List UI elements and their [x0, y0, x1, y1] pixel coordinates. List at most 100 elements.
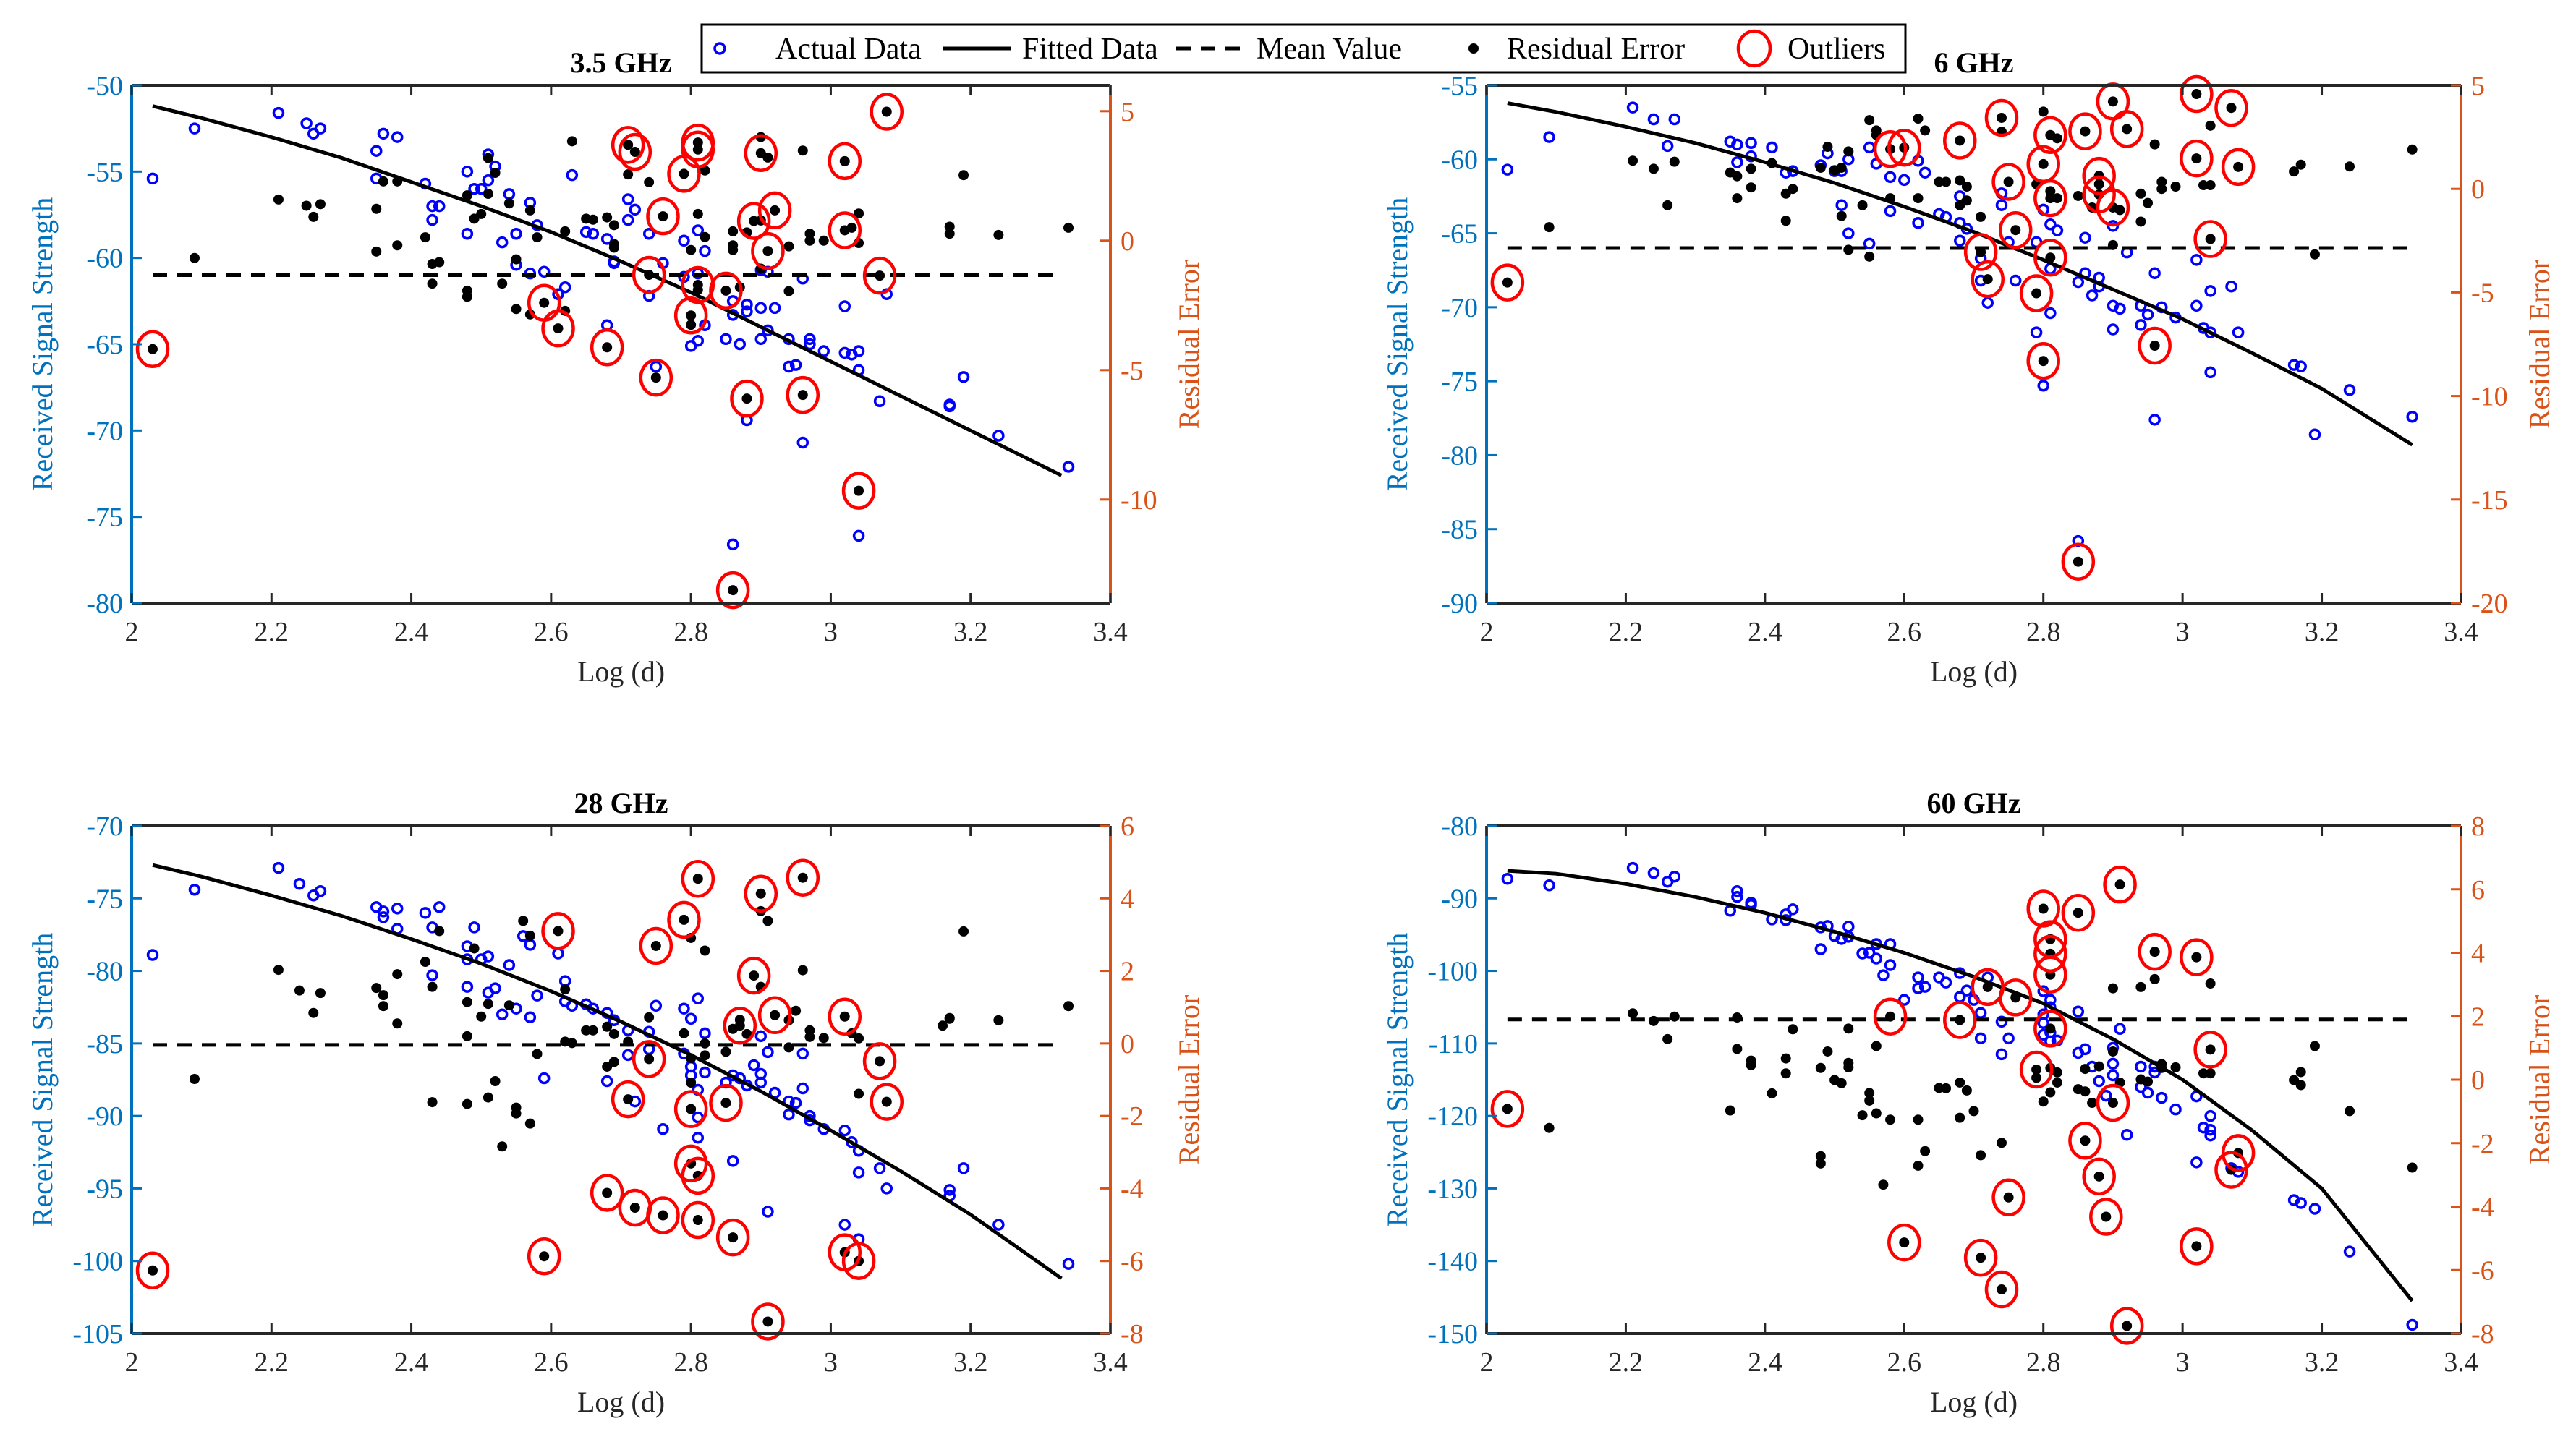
residual-point	[434, 926, 445, 937]
left-y-tick-label: -75	[86, 503, 123, 533]
outlier-marker	[2221, 148, 2256, 187]
actual-data-point	[726, 1155, 739, 1167]
residual-point	[728, 226, 739, 236]
residual-point	[524, 930, 535, 941]
x-tick-label: 2	[125, 1347, 139, 1378]
residual-point	[1836, 162, 1847, 173]
x-tick-label: 2.8	[2026, 1347, 2061, 1378]
right-y-tick-label: -20	[2471, 589, 2508, 619]
actual-data-point	[1974, 1007, 1987, 1019]
actual-data-point	[657, 1122, 669, 1135]
outlier-marker	[2180, 938, 2214, 976]
subplot-2: 2 2.2 2.4 2.6 2.8 3 3.2 3.4-70-75-80-85-90-95-1…	[26, 787, 1205, 1418]
actual-data-point	[789, 1096, 802, 1109]
residual-point	[1913, 1114, 1924, 1125]
actual-data-point	[2114, 302, 2126, 315]
residual-point	[741, 1028, 752, 1039]
outlier-marker	[2138, 326, 2172, 365]
residual-point	[1871, 1041, 1882, 1051]
residual-point	[1843, 1023, 1854, 1034]
actual-data-point	[943, 398, 956, 411]
residual-point	[644, 1012, 655, 1023]
outlier-marker	[736, 202, 771, 240]
actual-data-point	[1543, 131, 1555, 143]
actual-data-point	[621, 193, 634, 205]
residual-point	[762, 246, 773, 257]
outlier-marker	[2082, 1157, 2116, 1196]
residual-point	[483, 1092, 493, 1103]
residual-point	[566, 136, 577, 147]
right-y-tick-label: 2	[1121, 957, 1134, 987]
actual-data-point	[2120, 1128, 2133, 1141]
outlier-marker	[744, 134, 778, 173]
outlier-marker	[841, 472, 876, 510]
outlier-marker	[2180, 74, 2214, 114]
residual-point	[371, 203, 382, 214]
actual-data-point	[762, 1206, 774, 1218]
actual-data-point	[496, 1008, 509, 1020]
actual-data-point	[503, 959, 516, 971]
outlier-marker	[1887, 1223, 1921, 1262]
residual-point	[2143, 197, 2154, 208]
x-tick-label: 2.6	[534, 1347, 569, 1378]
outlier-series	[1490, 865, 2256, 1345]
actual-data-point	[1912, 971, 1924, 984]
actual-data-point	[314, 885, 327, 897]
x-tick-label: 3	[824, 617, 838, 647]
residual-point	[1544, 1122, 1555, 1133]
residual-point	[189, 1073, 200, 1084]
actual-data-point	[2190, 299, 2203, 312]
residual-point	[2205, 234, 2216, 244]
outlier-marker	[2068, 112, 2102, 150]
residual-point	[420, 957, 430, 968]
residual-point	[1669, 156, 1680, 167]
right-y-tick-label: 2	[2471, 1002, 2485, 1032]
residual-point	[2170, 182, 2181, 192]
residual-point	[1815, 1158, 1826, 1169]
actual-data-point	[2093, 1075, 2105, 1088]
actual-data-point	[754, 1030, 768, 1043]
actual-data-point	[2100, 1089, 2112, 1102]
residual-point	[2114, 879, 2125, 890]
legend: Actual Data Fitted Data Mean Value Resid…	[700, 23, 1907, 74]
outlier-marker	[786, 858, 820, 897]
actual-data-point	[2148, 267, 2161, 280]
left-y-tick-label: -65	[86, 330, 123, 360]
residual-point	[1885, 1011, 1896, 1022]
residual-point	[875, 1056, 885, 1067]
residual-point	[1913, 114, 1924, 124]
residual-point	[553, 926, 564, 937]
actual-data-point	[370, 145, 383, 157]
left-y-tick-label: -100	[72, 1247, 123, 1277]
legend-outliers-label: Outliers	[1788, 33, 1885, 66]
x-tick-label: 2.6	[534, 617, 569, 647]
x-axis-label: Log (d)	[577, 1386, 665, 1418]
residual-point	[2135, 981, 2146, 992]
residual-point	[1843, 146, 1854, 157]
residual-point	[679, 914, 689, 925]
actual-data-point	[2072, 1005, 2085, 1017]
residual-point	[2205, 1044, 2216, 1055]
residual-point	[692, 208, 703, 219]
residual-point	[524, 1118, 535, 1129]
residual-point	[539, 1251, 550, 1262]
actual-data-point	[2114, 1023, 2126, 1036]
residual-point	[1648, 163, 1659, 174]
actual-data-point	[2044, 218, 2057, 231]
right-y-tick-label: 0	[1121, 226, 1134, 257]
actual-data-point	[1939, 976, 1952, 989]
actual-data-point	[804, 333, 816, 346]
actual-data-point	[699, 1066, 711, 1079]
residual-point	[644, 270, 655, 281]
residual-point	[734, 1020, 745, 1031]
actual-data-point	[377, 911, 390, 923]
outlier-marker	[1963, 1238, 1998, 1277]
residual-point	[692, 874, 703, 884]
residual-point	[587, 214, 598, 225]
residual-point	[2080, 1086, 2091, 1097]
residual-point	[2080, 1064, 2091, 1075]
residual-point	[1864, 1088, 1875, 1098]
legend-actual-marker	[713, 42, 726, 55]
residual-point	[497, 1141, 508, 1152]
